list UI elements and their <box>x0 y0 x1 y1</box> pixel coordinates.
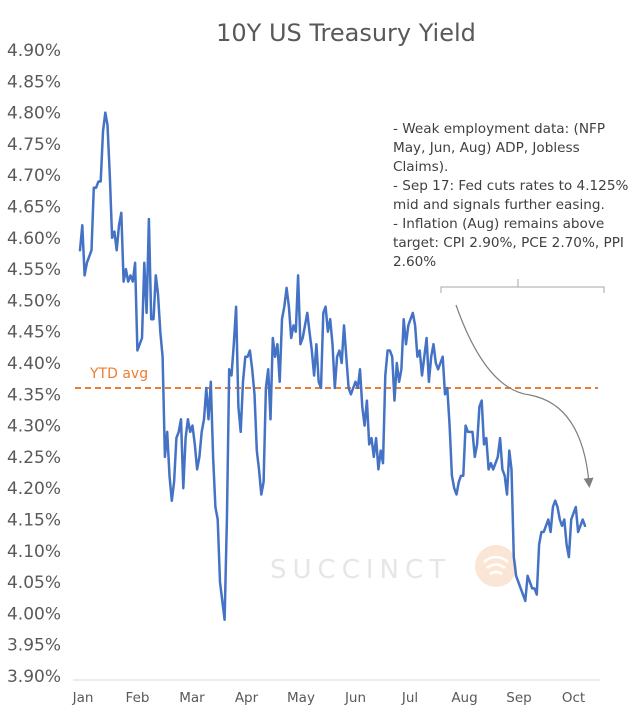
y-tick-label: 4.20% <box>7 479 61 499</box>
x-tick-label: Mar <box>179 690 205 706</box>
note-line: May, Jun, Aug) ADP, Jobless <box>393 140 580 156</box>
y-tick-label: 4.15% <box>7 511 61 531</box>
y-tick-label: 4.25% <box>7 448 61 468</box>
x-tick-label: Aug <box>451 690 477 706</box>
annotation-bracket <box>440 279 605 293</box>
x-tick-label: Jul <box>401 690 418 706</box>
note-line: 2.60% <box>393 254 436 270</box>
y-tick-label: 4.05% <box>7 573 61 593</box>
y-tick-label: 4.85% <box>7 72 61 92</box>
watermark-logo-icon <box>475 545 517 587</box>
note-line: - Weak employment data: (NFP <box>393 121 605 137</box>
y-tick-label: 4.30% <box>7 417 61 437</box>
chart-title: 10Y US Treasury Yield <box>216 19 476 47</box>
x-tick-label: Jun <box>344 690 366 706</box>
y-tick-label: 4.60% <box>7 229 61 249</box>
watermark-text: SUCCINCT <box>270 555 451 585</box>
x-tick-label: Feb <box>126 690 150 706</box>
y-tick-label: 4.70% <box>7 166 61 186</box>
y-tick-label: 4.40% <box>7 354 61 374</box>
annotation-note: - Weak employment data: (NFP May, Jun, A… <box>393 121 632 270</box>
y-tick-label: 4.75% <box>7 135 61 155</box>
y-tick-label: 4.50% <box>7 291 61 311</box>
x-tick-label: Oct <box>562 690 585 706</box>
x-tick-label: May <box>287 690 315 706</box>
y-tick-label: 4.00% <box>7 604 61 624</box>
y-tick-label: 4.55% <box>7 260 61 280</box>
y-tick-label: 4.90% <box>7 41 61 61</box>
ytd-avg-label: YTD avg <box>89 366 148 382</box>
note-line: mid and signals further easing. <box>393 197 605 213</box>
note-line: Claims). <box>393 159 448 175</box>
y-tick-label: 3.95% <box>7 636 61 656</box>
x-tick-label: Sep <box>506 690 531 706</box>
y-tick-label: 3.90% <box>7 667 61 687</box>
y-tick-label: 4.45% <box>7 323 61 343</box>
x-axis-ticks: Jan Feb Mar Apr May Jun Jul Aug Sep Oct <box>72 690 586 706</box>
note-line: - Inflation (Aug) remains above <box>393 216 604 232</box>
y-axis-ticks: 4.90% 4.85% 4.80% 4.75% 4.70% 4.65% 4.60% 4.55%… <box>7 41 61 687</box>
note-line: - Sep 17: Fed cuts rates to 4.125% <box>393 178 628 194</box>
annotation-arrow <box>455 304 594 488</box>
y-tick-label: 4.80% <box>7 104 61 124</box>
x-tick-label: Apr <box>235 690 259 706</box>
y-tick-label: 4.35% <box>7 385 61 405</box>
series-line <box>78 111 587 621</box>
y-tick-label: 4.65% <box>7 198 61 218</box>
note-line: target: CPI 2.90%, PCE 2.70%, PPI <box>393 235 624 251</box>
watermark: SUCCINCT <box>270 545 517 587</box>
x-tick-label: Jan <box>72 690 94 706</box>
y-tick-label: 4.10% <box>7 542 61 562</box>
